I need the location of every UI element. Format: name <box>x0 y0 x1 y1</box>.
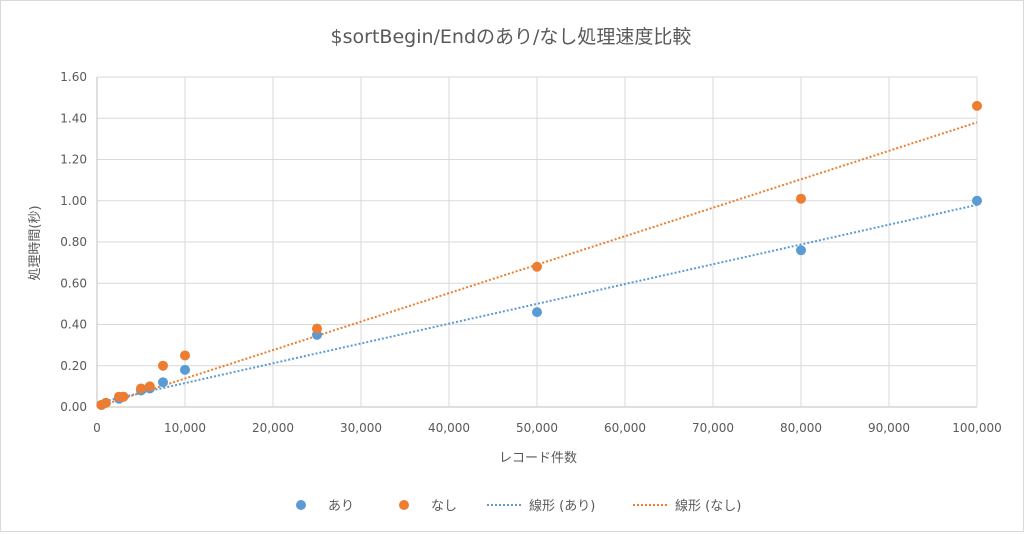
x-tick-label: 50,000 <box>516 421 558 435</box>
legend-label-nashi: なし <box>431 499 457 514</box>
data-point-nashi <box>100 397 111 408</box>
y-axis-title: 処理時間(秒) <box>28 205 43 280</box>
y-tick-label: 0.60 <box>60 276 87 290</box>
y-tick-label: 1.60 <box>60 70 87 84</box>
data-point-nashi <box>136 383 146 394</box>
y-tick-label: 0.20 <box>60 359 87 373</box>
x-tick-label: 10,000 <box>164 421 206 435</box>
x-tick-label: 30,000 <box>340 421 382 435</box>
data-point-nashi <box>796 193 806 204</box>
y-tick-label: 0.00 <box>60 400 87 414</box>
data-point-nashi <box>144 381 155 392</box>
grid <box>96 76 978 408</box>
legend-label-trend-nashi: 線形 (なし) <box>675 498 741 514</box>
legend-item-nashi: なし <box>399 499 457 514</box>
data-point-ari <box>972 195 982 206</box>
legend-label-ari: あり <box>328 499 354 514</box>
legend-label-trend-ari: 線形 (あり) <box>529 498 595 514</box>
legend-marker-nashi <box>399 500 409 510</box>
y-tick-label: 1.40 <box>60 111 87 125</box>
x-tick-label: 70,000 <box>692 421 734 435</box>
x-tick-label: 20,000 <box>252 421 294 435</box>
legend-item-ari: あり <box>296 499 354 514</box>
data-point-nashi <box>312 323 322 334</box>
data-point-ari <box>532 307 542 318</box>
x-tick-label: 40,000 <box>428 421 470 435</box>
y-tick-labels: 0.00 0.20 0.40 0.60 0.80 1.00 1.20 1.40 1.60 <box>60 70 87 414</box>
data-point-nashi <box>158 360 168 371</box>
y-tick-label: 1.00 <box>60 194 87 208</box>
data-point-ari <box>158 377 168 388</box>
data-point-ari <box>796 245 806 256</box>
data-point-nashi <box>972 100 982 111</box>
x-tick-labels: 0 10,000 20,000 30,000 40,000 50,000 60,000 70,… <box>93 421 1002 435</box>
data-point-nashi <box>532 261 542 272</box>
legend-item-trend-nashi: 線形 (なし) <box>633 498 741 514</box>
y-tick-label: 0.40 <box>60 318 87 332</box>
x-tick-label: 80,000 <box>780 421 822 435</box>
x-tick-label: 90,000 <box>868 421 910 435</box>
y-tick-label: 1.20 <box>60 153 87 167</box>
legend-item-trend-ari: 線形 (あり) <box>487 498 595 514</box>
x-tick-label: 100,000 <box>952 421 1002 435</box>
x-tick-label: 60,000 <box>604 421 646 435</box>
data-points <box>96 100 982 410</box>
x-axis-title: レコード件数 <box>499 451 577 466</box>
x-tick-label: 0 <box>93 421 101 435</box>
legend-marker-ari <box>296 500 306 510</box>
data-point-nashi <box>180 350 190 361</box>
y-tick-label: 0.80 <box>60 235 87 249</box>
data-point-ari <box>180 364 190 375</box>
chart-title: $sortBegin/Endのあり/なし処理速度比較 <box>331 26 692 48</box>
data-point-nashi <box>118 391 129 402</box>
legend: あり なし 線形 (あり) 線形 (なし) <box>296 498 741 514</box>
